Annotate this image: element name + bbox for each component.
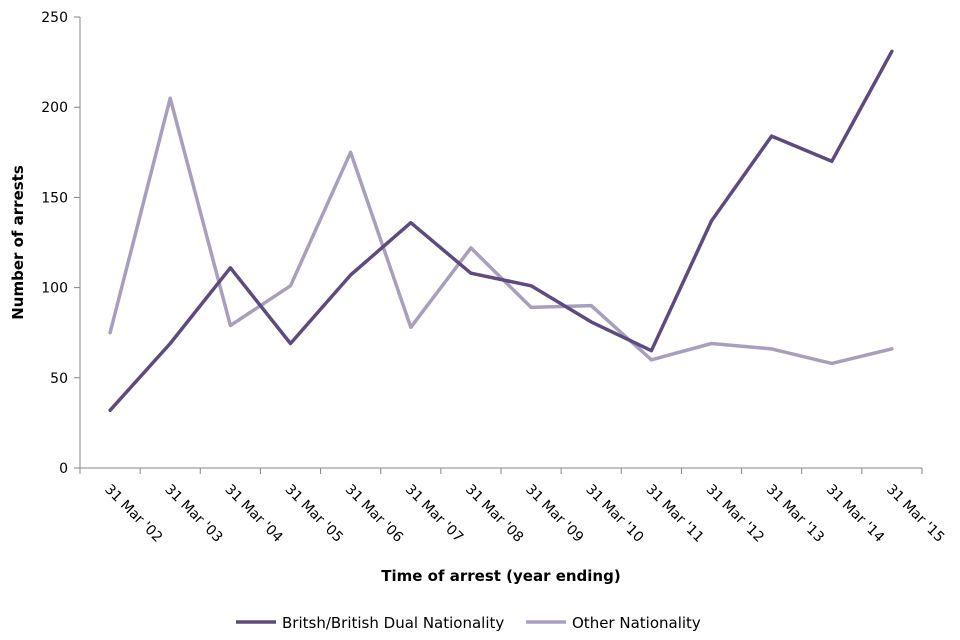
y-axis-ticks: 0 50 100 150 200 250 — [41, 10, 80, 477]
y-tick-label: 50 — [50, 371, 68, 387]
x-tick-label: 31 Mar '12 — [703, 482, 767, 546]
x-tick-label: 31 Mar '09 — [522, 482, 586, 546]
plot-area — [108, 49, 894, 413]
x-tick-label: 31 Mar '10 — [582, 482, 646, 546]
y-tick-label: 200 — [41, 100, 68, 116]
legend-label: Britsh/British Dual Nationality — [282, 614, 504, 632]
y-tick-label: 100 — [41, 281, 68, 297]
y-axis-title: Number of arrests — [9, 165, 27, 320]
x-tick-label: 31 Mar '06 — [342, 482, 406, 546]
x-axis-title: Time of arrest (year ending) — [381, 567, 620, 585]
x-tick-label: 31 Mar '04 — [222, 482, 286, 546]
x-tick-label: 31 Mar '05 — [282, 482, 346, 546]
y-tick-label: 250 — [41, 10, 68, 26]
legend-label: Other Nationality — [572, 614, 701, 632]
x-tick-label: 31 Mar '13 — [763, 482, 827, 546]
series-line-1 — [108, 96, 894, 366]
y-tick-label: 150 — [41, 190, 68, 206]
x-tick-label: 31 Mar '15 — [883, 482, 947, 546]
x-tick-label: 31 Mar '08 — [462, 482, 526, 546]
y-tick-label: 0 — [59, 461, 68, 477]
axes — [79, 17, 922, 469]
x-tick-label: 31 Mar '07 — [402, 482, 466, 546]
x-tick-label: 31 Mar '02 — [101, 482, 165, 546]
x-tick-label: 31 Mar '14 — [823, 482, 887, 546]
series-line-0 — [108, 49, 894, 413]
x-tick-label: 31 Mar '03 — [161, 482, 225, 546]
x-tick-label: 31 Mar '11 — [643, 482, 707, 546]
legend: Britsh/British Dual Nationality Other Nat… — [236, 614, 701, 632]
